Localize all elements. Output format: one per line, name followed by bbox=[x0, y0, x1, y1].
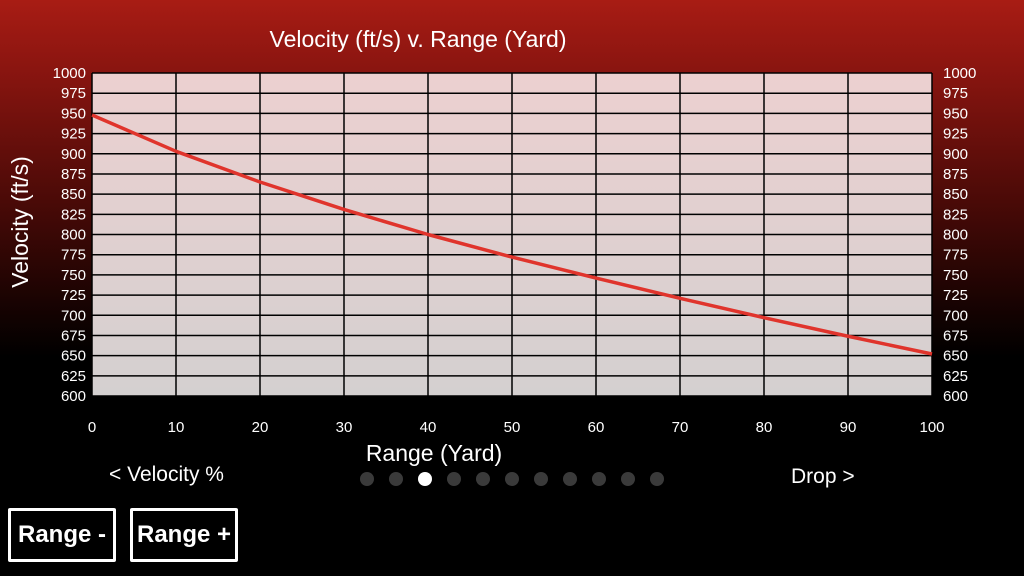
y-tick-label-left: 750 bbox=[61, 267, 86, 284]
x-tick-label: 100 bbox=[919, 419, 944, 436]
y-tick-label-left: 925 bbox=[61, 126, 86, 143]
y-tick-label-right: 650 bbox=[943, 348, 968, 365]
range-minus-button[interactable]: Range - bbox=[8, 508, 116, 562]
prev-velocity-percent-link[interactable]: < Velocity % bbox=[109, 463, 224, 486]
y-tick-label-right: 675 bbox=[943, 327, 968, 344]
chart-title: Velocity (ft/s) v. Range (Yard) bbox=[270, 26, 567, 52]
page-dot[interactable] bbox=[505, 472, 519, 486]
y-tick-label-right: 950 bbox=[943, 105, 968, 122]
y-tick-label-left: 950 bbox=[61, 105, 86, 122]
y-axis-left-ticks: 600 625 650 675 700 725 750 775 800 825 850 875 900 9… bbox=[53, 65, 86, 405]
x-tick-label: 80 bbox=[756, 419, 773, 436]
y-axis-label: Velocity (ft/s) bbox=[7, 156, 33, 288]
x-axis-label: Range (Yard) bbox=[366, 440, 502, 466]
page-dot[interactable] bbox=[621, 472, 635, 486]
x-tick-label: 40 bbox=[420, 419, 437, 436]
y-tick-label-right: 875 bbox=[943, 166, 968, 183]
y-tick-label-left: 875 bbox=[61, 166, 86, 183]
y-tick-label-right: 800 bbox=[943, 227, 968, 244]
page-dot[interactable] bbox=[592, 472, 606, 486]
y-tick-label-left: 700 bbox=[61, 307, 86, 324]
velocity-series-line bbox=[91, 113, 933, 356]
y-tick-label-left: 775 bbox=[61, 247, 86, 264]
y-tick-label-right: 1000 bbox=[943, 65, 976, 82]
x-tick-label: 70 bbox=[672, 419, 689, 436]
page-dot[interactable] bbox=[389, 472, 403, 486]
y-tick-label-left: 675 bbox=[61, 327, 86, 344]
y-tick-label-right: 850 bbox=[943, 186, 968, 203]
y-tick-label-right: 925 bbox=[943, 126, 968, 143]
y-axis-right-ticks: 600 625 650 675 700 725 750 775 800 825 850 875 900 9… bbox=[943, 65, 976, 405]
page-dot[interactable] bbox=[650, 472, 664, 486]
y-tick-label-right: 700 bbox=[943, 307, 968, 324]
y-tick-label-left: 850 bbox=[61, 186, 86, 203]
y-tick-label-right: 775 bbox=[943, 247, 968, 264]
y-tick-label-right: 900 bbox=[943, 146, 968, 163]
y-tick-label-left: 650 bbox=[61, 348, 86, 365]
x-tick-label: 60 bbox=[588, 419, 605, 436]
x-tick-label: 10 bbox=[168, 419, 185, 436]
page-dot[interactable] bbox=[418, 472, 432, 486]
x-tick-label: 0 bbox=[88, 419, 96, 436]
y-tick-label-left: 975 bbox=[61, 85, 86, 102]
y-tick-label-right: 825 bbox=[943, 206, 968, 223]
series-layer bbox=[91, 113, 933, 356]
y-tick-label-left: 1000 bbox=[53, 65, 86, 82]
y-tick-label-left: 900 bbox=[61, 146, 86, 163]
y-tick-label-left: 825 bbox=[61, 206, 86, 223]
y-tick-label-right: 725 bbox=[943, 287, 968, 304]
y-tick-label-right: 625 bbox=[943, 368, 968, 385]
next-drop-link[interactable]: Drop > bbox=[791, 465, 855, 488]
y-tick-label-right: 975 bbox=[943, 85, 968, 102]
y-tick-label-left: 725 bbox=[61, 287, 86, 304]
y-tick-label-right: 600 bbox=[943, 388, 968, 405]
x-axis-ticks: 0 10 20 30 40 50 60 70 80 90 100 bbox=[88, 419, 945, 436]
page-indicator[interactable] bbox=[360, 472, 664, 486]
x-tick-label: 90 bbox=[840, 419, 857, 436]
y-tick-label-left: 625 bbox=[61, 368, 86, 385]
page-dot[interactable] bbox=[476, 472, 490, 486]
y-tick-label-right: 750 bbox=[943, 267, 968, 284]
page-dot[interactable] bbox=[360, 472, 374, 486]
y-tick-label-left: 800 bbox=[61, 227, 86, 244]
page-dot[interactable] bbox=[563, 472, 577, 486]
x-tick-label: 20 bbox=[252, 419, 269, 436]
page-dot[interactable] bbox=[534, 472, 548, 486]
page-dot[interactable] bbox=[447, 472, 461, 486]
range-plus-button[interactable]: Range + bbox=[130, 508, 238, 562]
y-tick-label-left: 600 bbox=[61, 388, 86, 405]
x-tick-label: 30 bbox=[336, 419, 353, 436]
x-tick-label: 50 bbox=[504, 419, 521, 436]
